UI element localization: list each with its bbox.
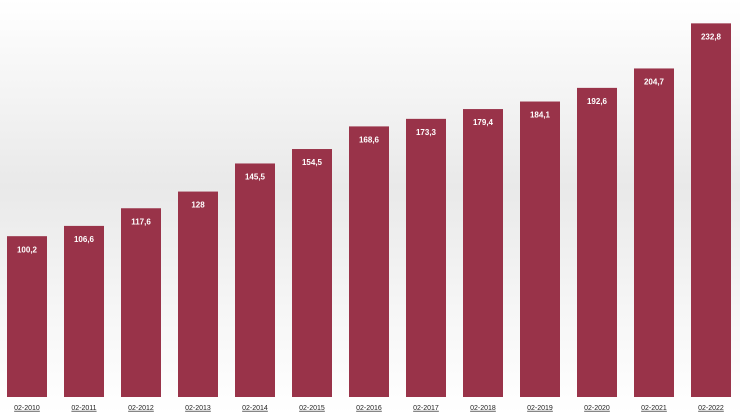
bar — [634, 68, 674, 398]
bar — [520, 101, 560, 397]
x-tick-label: 02-2014 — [242, 405, 268, 412]
bar — [292, 149, 332, 397]
value-label: 117,6 — [131, 217, 151, 226]
bar — [349, 126, 389, 397]
value-label: 184,1 — [530, 111, 551, 120]
value-label: 100,2 — [17, 245, 38, 254]
value-label: 106,6 — [74, 235, 95, 244]
x-tick-label: 02-2022 — [698, 405, 724, 412]
x-tick-label: 02-2017 — [413, 405, 439, 412]
x-tick-label: 02-2015 — [299, 405, 325, 412]
bar — [463, 109, 503, 398]
bar — [235, 163, 275, 397]
bar — [178, 191, 218, 397]
x-tick-label: 02-2012 — [128, 405, 154, 412]
bar — [577, 87, 617, 397]
x-tick-label: 02-2011 — [71, 405, 96, 412]
value-label: 168,6 — [359, 136, 380, 145]
value-label: 192,6 — [587, 97, 608, 106]
x-tick-label: 02-2010 — [14, 405, 40, 412]
bar — [7, 236, 47, 397]
bar — [121, 208, 161, 397]
x-tick-label: 02-2018 — [470, 405, 496, 412]
value-label: 204,7 — [644, 78, 665, 87]
value-label: 145,5 — [245, 173, 266, 182]
value-label: 128 — [191, 201, 205, 210]
bar — [691, 23, 731, 398]
x-tick-label: 02-2019 — [527, 405, 553, 412]
value-label: 173,3 — [416, 128, 437, 137]
x-tick-label: 02-2021 — [641, 405, 667, 412]
bar — [64, 225, 104, 397]
value-label: 179,4 — [473, 118, 494, 127]
x-tick-label: 02-2020 — [584, 405, 610, 412]
x-tick-label: 02-2016 — [356, 405, 382, 412]
x-tick-label: 02-2013 — [185, 405, 211, 412]
bar — [406, 118, 446, 397]
value-label: 154,5 — [302, 158, 323, 167]
value-label: 232,8 — [701, 32, 722, 41]
